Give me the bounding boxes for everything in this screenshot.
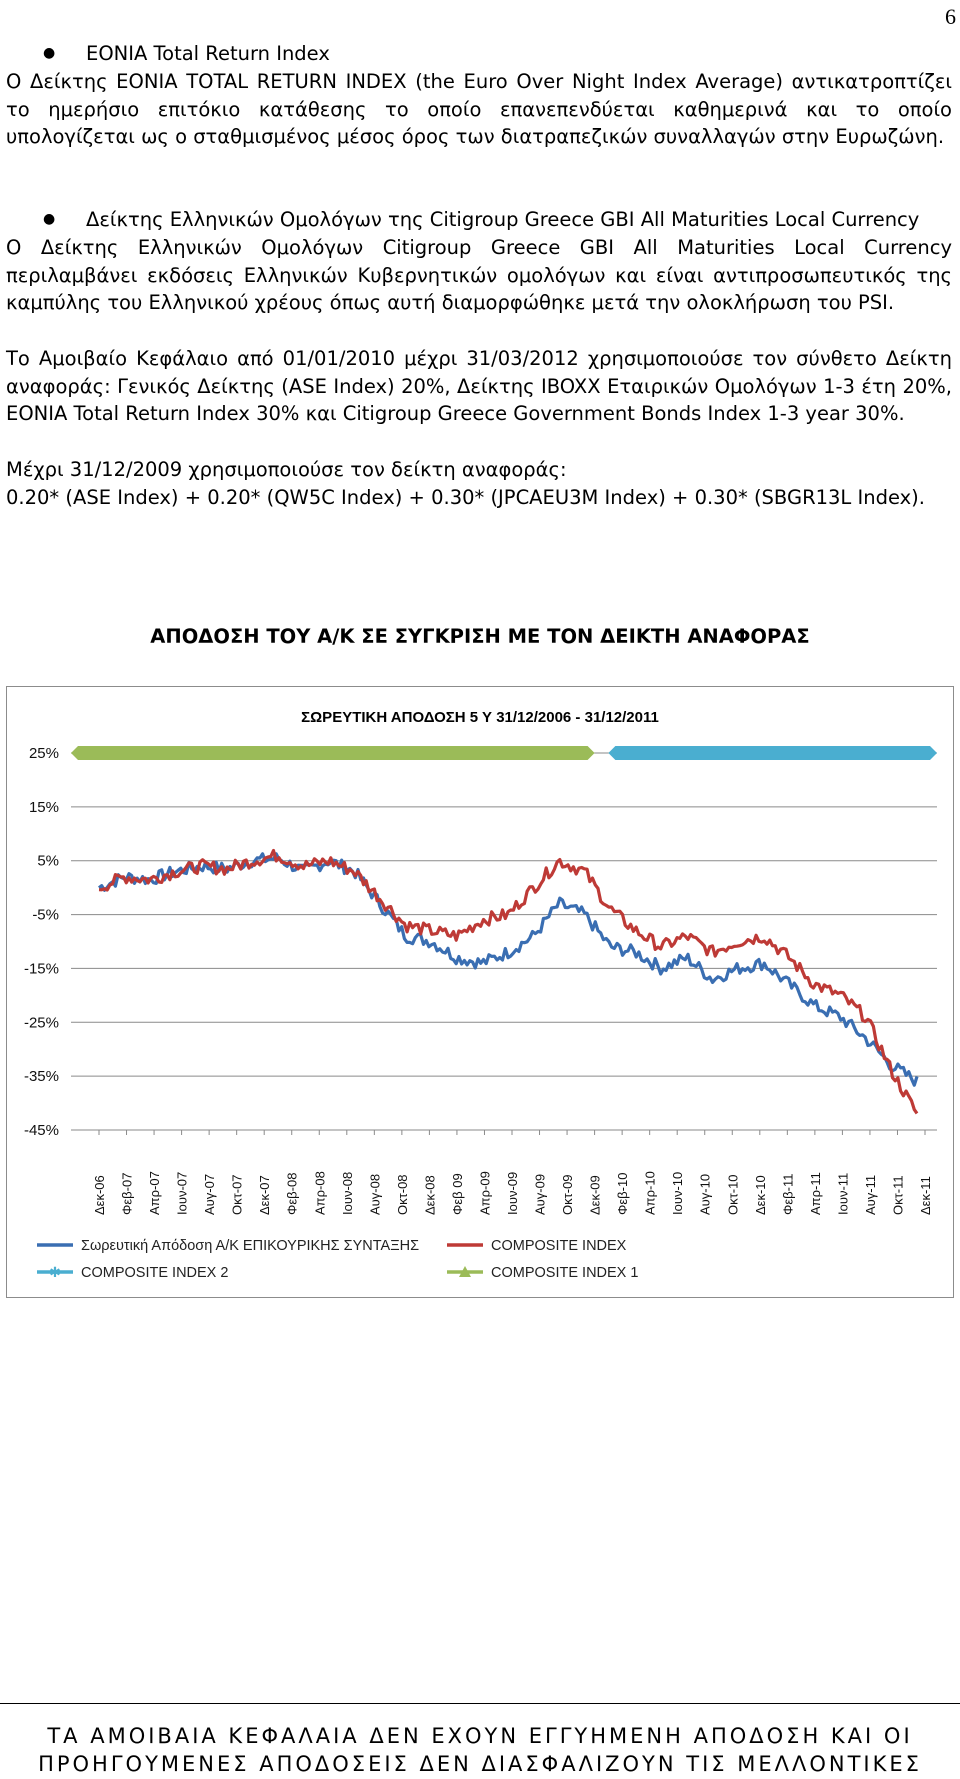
benchmark-formula: 0.20* (ASE Index) + 0.20* (QW5C Index) +…	[6, 486, 925, 509]
x-tick-label: Ιουν-11	[835, 1173, 850, 1215]
x-tick-label: Οκτ-10	[725, 1174, 740, 1215]
x-tick-label: Οκτ-07	[230, 1174, 245, 1215]
x-tick-label: Απρ-11	[808, 1172, 823, 1215]
x-tick-label: Αυγ-11	[863, 1175, 878, 1215]
x-tick-label: Απρ-08	[312, 1171, 327, 1215]
y-tick-label: 5%	[37, 853, 59, 870]
citigroup-paragraph: Ο Δείκτης Ελληνικών Ομολόγων Citigroup G…	[6, 236, 952, 314]
disclaimer-line-2: ΠΡΟΗΓΟΥΜΕΝΕΣ ΑΠΟΔΟΣΕΙΣ ΔΕΝ ΔΙΑΣΦΑΛΙΖΟΥΝ …	[38, 1752, 922, 1776]
x-tick-label: Απρ-09	[477, 1171, 492, 1215]
composite-index-line	[98, 848, 919, 1115]
x-tick-label: Δεκ-09	[588, 1175, 603, 1215]
legend-label: COMPOSITE INDEX 2	[81, 1265, 228, 1281]
citigroup-bullet-title: Δείκτης Ελληνικών Ομολόγων της Citigroup…	[86, 208, 920, 231]
x-tick-label: Οκτ-09	[560, 1174, 575, 1215]
chart-section-heading: ΑΠΟΔΟΣΗ ΤΟΥ Α/Κ ΣΕ ΣΥΓΚΡΙΣΗ ΜΕ ΤΟΝ ΔΕΙΚΤ…	[150, 625, 810, 648]
y-tick-label: -35%	[24, 1068, 59, 1085]
x-tick-label: Φεβ-08	[285, 1173, 300, 1215]
y-tick-label: 15%	[29, 799, 59, 816]
x-tick-label: Οκτ-08	[395, 1174, 410, 1215]
band-composite-index-2	[608, 746, 937, 760]
disclaimer-footer: ΤΑ ΑΜΟΙΒΑΙΑ ΚΕΦΑΛΑΙΑ ΔΕΝ ΕΧΟΥΝ ΕΓΓΥΗΜΕΝΗ…	[0, 1722, 960, 1778]
chart-canvas: ΣΩΡΕΥΤΙΚΗ ΑΠΟΔΟΣΗ 5 Υ 31/12/2006 - 31/12…	[24, 709, 937, 1281]
legend-label: COMPOSITE INDEX 1	[491, 1265, 638, 1281]
x-tick-label: Ιουν-10	[670, 1172, 685, 1215]
y-tick-label: -45%	[24, 1122, 59, 1139]
performance-chart: ΣΩΡΕΥΤΙΚΗ ΑΠΟΔΟΣΗ 5 Υ 31/12/2006 - 31/12…	[6, 686, 954, 1298]
x-tick-label: Αυγ-09	[533, 1174, 548, 1215]
x-tick-label: Φεβ-11	[780, 1174, 795, 1215]
y-tick-label: 25%	[29, 745, 59, 762]
x-tick-label: Ιουν-08	[340, 1172, 355, 1215]
x-tick-label: Δεκ-10	[753, 1175, 768, 1215]
x-tick-label: Δεκ-11	[918, 1176, 933, 1215]
eonia-paragraph: Ο Δείκτης EONIA TOTAL RETURN INDEX (the …	[6, 70, 952, 148]
x-tick-label: Απρ-07	[147, 1171, 162, 1215]
legend-label: Σωρευτική Απόδοση Α/Κ ΕΠΙΚΟΥΡΙΚΗΣ ΣΥΝΤΑΞ…	[81, 1238, 419, 1254]
x-tick-label: Φεβ-07	[120, 1173, 135, 1215]
legend-marker-icon	[459, 1266, 471, 1277]
x-tick-label: Φεβ 09	[450, 1173, 465, 1215]
chart-title: ΣΩΡΕΥΤΙΚΗ ΑΠΟΔΟΣΗ 5 Υ 31/12/2006 - 31/12…	[301, 709, 659, 726]
x-tick-label: Φεβ-10	[615, 1173, 630, 1215]
y-tick-label: -15%	[24, 960, 59, 977]
page-number: 6	[945, 4, 956, 29]
footer-divider	[0, 1703, 960, 1704]
x-tick-label: Δεκ-07	[257, 1175, 272, 1215]
x-tick-label: Οκτ-11	[890, 1175, 905, 1215]
y-tick-label: -25%	[24, 1014, 59, 1031]
x-tick-label: Ιουν-07	[175, 1172, 190, 1215]
y-tick-label: -5%	[32, 907, 59, 924]
x-tick-label: Δεκ-06	[92, 1175, 107, 1215]
legend-marker-icon: ✱	[49, 1265, 61, 1281]
x-tick-label: Αυγ-07	[202, 1174, 217, 1215]
x-tick-label: Αυγ-08	[367, 1174, 382, 1215]
legend-label: COMPOSITE INDEX	[491, 1238, 627, 1254]
bullet-icon: ●	[43, 45, 56, 61]
eonia-bullet-title: EONIA Total Return Index	[86, 42, 330, 65]
benchmark-line: Μέχρι 31/12/2009 χρησιμοποιούσε τον δείκ…	[6, 458, 567, 481]
disclaimer-line-1: ΤΑ ΑΜΟΙΒΑΙΑ ΚΕΦΑΛΑΙΑ ΔΕΝ ΕΧΟΥΝ ΕΓΓΥΗΜΕΝΗ…	[47, 1724, 913, 1748]
x-tick-label: Ιουν-09	[505, 1172, 520, 1215]
bullet-icon: ●	[43, 211, 56, 227]
x-tick-label: Αυγ-10	[698, 1174, 713, 1215]
fund-cumulative-return-line	[98, 852, 919, 1087]
benchmark-paragraph: Το Αμοιβαίο Κεφάλαιο από 01/01/2010 μέχρ…	[6, 347, 952, 425]
x-tick-label: Δεκ-08	[422, 1175, 437, 1215]
x-tick-label: Απρ-10	[643, 1171, 658, 1215]
band-composite-index-1	[71, 746, 595, 760]
